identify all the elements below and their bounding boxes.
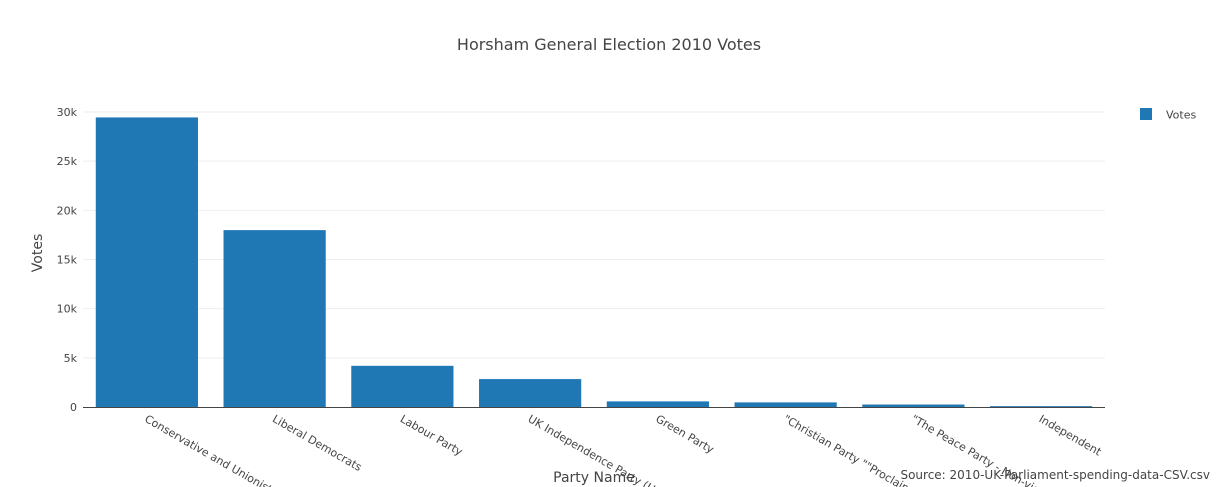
bar[interactable]: [95, 117, 198, 407]
y-tick-label: 15k: [57, 254, 78, 267]
y-tick-label: 20k: [57, 204, 78, 217]
bar[interactable]: [734, 402, 837, 407]
y-axis-title: Votes: [30, 234, 46, 272]
bars: [95, 117, 1093, 407]
chart-title: Horsham General Election 2010 Votes: [457, 35, 761, 54]
bar[interactable]: [479, 379, 582, 407]
y-tick-label: 5k: [64, 352, 78, 365]
bar[interactable]: [862, 404, 965, 407]
y-tick-label: 25k: [57, 155, 78, 168]
legend[interactable]: Votes: [1140, 108, 1196, 122]
legend-swatch: [1140, 108, 1152, 120]
y-tick-label: 30k: [57, 106, 78, 119]
bar[interactable]: [351, 365, 454, 407]
bar[interactable]: [223, 230, 326, 407]
x-tick-label: Labour Party: [398, 412, 465, 458]
bar[interactable]: [606, 401, 709, 407]
y-tick-label: 0: [70, 401, 77, 414]
legend-label: Votes: [1166, 109, 1196, 122]
source-note: Source: 2010-UK-Parliament-spending-data…: [900, 468, 1210, 482]
x-axis-title: Party Name: [553, 470, 635, 486]
x-tick-label: Liberal Democrats: [270, 412, 364, 474]
bar[interactable]: [990, 406, 1093, 407]
y-axis-ticks: 0 5k 10k 15k 20k 25k 30k: [57, 106, 78, 414]
y-tick-label: 10k: [57, 303, 78, 316]
x-tick-label: Green Party: [653, 412, 716, 456]
x-tick-label: Independent: [1037, 412, 1104, 458]
